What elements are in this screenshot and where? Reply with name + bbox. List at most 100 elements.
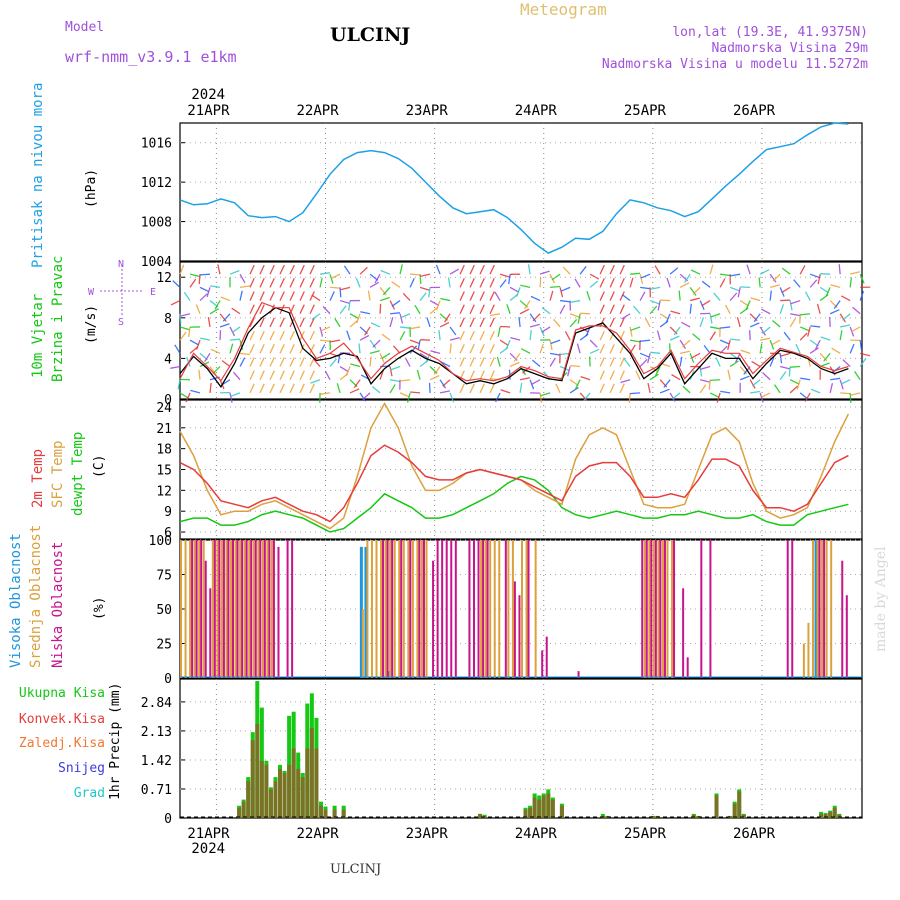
wind-arrow [217,264,221,275]
low-cloud-bar [268,540,271,678]
wind-arrow [319,339,331,343]
conv-precip-bar [323,809,328,818]
wind-arrow [299,278,305,288]
wind-arrow [229,326,236,337]
ytick-label: 12 [156,484,172,499]
wind-arrow [199,273,211,276]
wind-arrow [489,304,495,315]
wind-arrow [669,267,679,275]
wind-arrow [701,300,711,307]
wind-arrow [416,369,421,380]
wind-arrow [369,281,380,288]
wind-arrow [214,300,221,310]
wind-arrow [440,361,451,368]
wind-arrow [440,297,451,302]
wind-arrow [330,273,341,280]
mid-cloud-bar [407,540,410,678]
wind-arrow [659,388,670,394]
low-cloud-bar [527,540,530,678]
wind-arrow [541,307,551,315]
low-cloud-bar [791,540,794,678]
wind-arrow [430,350,441,354]
mid-cloud-bar [239,540,242,678]
wind-arrow [751,379,761,387]
wind-arrow [249,330,255,341]
wind-arrow [789,379,800,385]
wind-arrow [729,292,738,301]
wind-arrow [529,313,537,323]
conv-precip-bar [278,768,283,818]
ytick-label: 0 [164,393,172,408]
wind-arrow [231,307,241,315]
wind-arrow [769,357,775,367]
wind-arrow [222,313,231,322]
wind-arrow [609,291,615,301]
ytick-label: 1016 [141,137,172,152]
wind-arrow [279,291,285,301]
wind-arrow [399,313,404,324]
conv-precip-bar [259,760,264,818]
conv-precip-bar [714,795,719,818]
mid-cloud-bar [416,540,419,678]
wind-arrow [579,265,587,275]
wind-arrow [355,313,361,324]
wind-arrow [259,291,265,301]
wind-arrow [195,304,201,314]
wind-gust-line [179,301,849,382]
mid-cloud-bar [261,540,264,678]
conv-precip-bar [541,795,546,818]
wind-arrow [391,300,401,307]
wind-arrow [699,384,707,394]
conv-precip-bar [300,777,305,818]
wind-arrow [429,375,440,381]
wind-arrow [449,326,457,336]
wind-arrow [809,273,820,279]
wind-arrow [374,273,381,284]
wind-arrow [279,370,285,380]
ytick-label: 9 [164,505,172,520]
wind-arrow [842,359,851,368]
wind-arrow [759,343,763,354]
wind-arrow [840,324,851,328]
low-cloud-bar [709,540,712,678]
precip-bars [237,681,842,818]
wind-arrow [479,383,485,394]
wind-arrow [419,292,427,301]
wind-arrow [746,264,751,275]
wind-arrow [320,392,331,395]
mid-cloud-bar [411,540,414,678]
ytick-label: 15 [156,464,172,479]
wind-arrow [769,284,780,289]
wind-arrow [269,291,275,301]
low-cloud-bar [291,540,294,678]
low-cloud-bar [386,540,389,678]
wind-arrow [269,304,275,315]
wind-arrow [319,277,323,288]
wind-arrow [479,278,485,288]
wind-arrow [239,357,246,367]
conv-precip-bar [291,748,296,818]
wind-arrow [840,295,851,302]
wind-arrow [539,343,544,354]
wind-arrow [650,286,661,290]
wind-arrow [279,344,285,354]
wind-arrow [406,392,411,403]
wind-arrow [729,286,740,292]
wind-arrow [749,379,756,389]
wind-arrow [399,392,410,398]
wind-arrow [479,317,485,328]
wind-arrow [671,392,681,400]
wind-arrow [703,345,711,354]
wind-arrow [630,326,641,331]
wind-arrow [496,356,501,367]
low-cloud-bar [418,540,421,678]
mid-cloud-bar [671,540,674,678]
low-cloud-bar [222,540,225,678]
wind-arrow [532,313,541,322]
altitude-label: Nadmorska Visina 29m [711,41,868,56]
wind-arrow [569,386,579,394]
wind-arrow [299,357,305,367]
wind-arrow [336,383,341,394]
wind-arrow [640,339,651,342]
wind-arrow [299,264,305,275]
